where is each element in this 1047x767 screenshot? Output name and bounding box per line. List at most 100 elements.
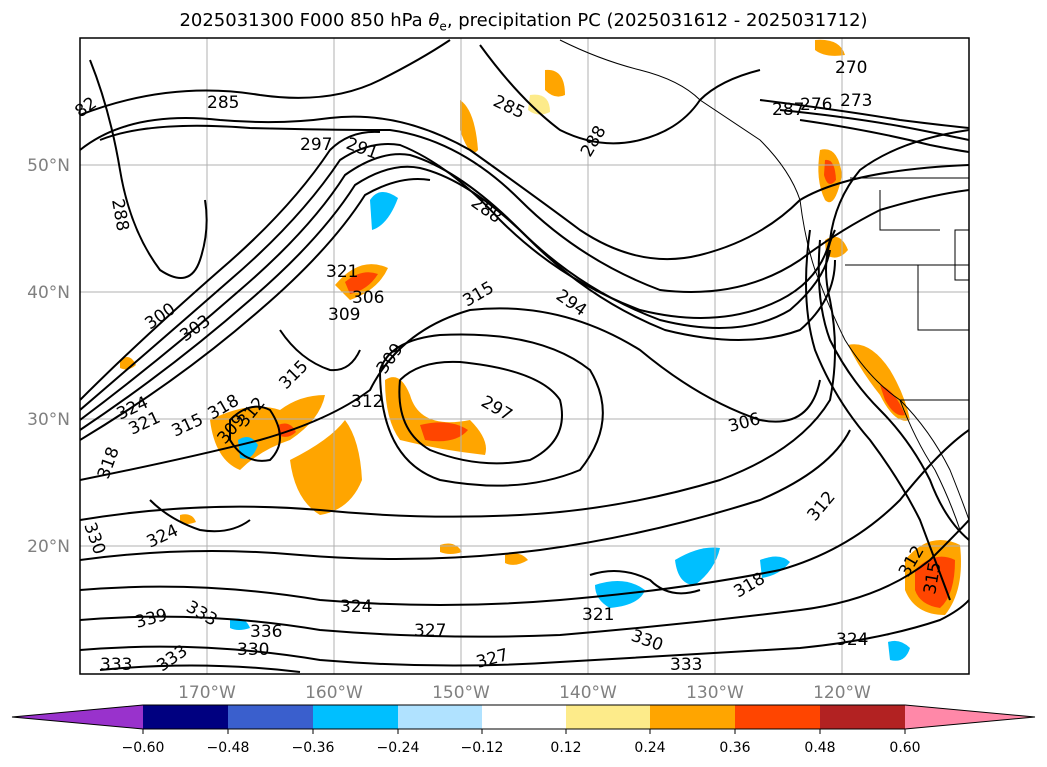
contour-line bbox=[279, 329, 361, 372]
precip-blob bbox=[290, 420, 362, 515]
colorbar-over-arrow bbox=[905, 705, 1035, 729]
colorbar-bin bbox=[566, 705, 650, 729]
contour-line bbox=[398, 360, 563, 465]
colorbar-bin bbox=[650, 705, 735, 729]
contour-line bbox=[759, 99, 969, 129]
lon-labels: 170°W 160°W 150°W 140°W 130°W 120°W bbox=[178, 683, 871, 703]
colorbar-tick-label: 0.36 bbox=[719, 740, 750, 756]
lat-label: 50°N bbox=[27, 156, 70, 176]
contour-line bbox=[80, 429, 851, 561]
contour-line bbox=[99, 124, 969, 293]
contour-label: 330 bbox=[237, 640, 269, 660]
precip-blob bbox=[505, 553, 528, 565]
precip-blob bbox=[230, 618, 250, 630]
colorbar-bin bbox=[313, 705, 398, 729]
colorbar-bin bbox=[482, 705, 566, 729]
lon-label: 170°W bbox=[178, 683, 236, 703]
precip-blob bbox=[824, 159, 836, 184]
contour-line bbox=[80, 130, 381, 401]
contour-label: 321 bbox=[582, 605, 614, 625]
contour-label: 270 bbox=[835, 58, 867, 78]
precip-blob bbox=[915, 556, 955, 608]
contour-line bbox=[80, 599, 969, 667]
colorbar-tick-label: −0.24 bbox=[377, 740, 420, 756]
precip-blob bbox=[420, 422, 468, 442]
lon-label: 160°W bbox=[305, 683, 363, 703]
precip-blob bbox=[180, 514, 196, 524]
contour-line bbox=[80, 178, 431, 441]
lat-label: 40°N bbox=[27, 283, 70, 303]
precip-blob bbox=[528, 94, 550, 115]
colorbar-bin bbox=[398, 705, 482, 729]
contour-line bbox=[229, 405, 281, 462]
map-frame bbox=[79, 37, 970, 675]
contour-label: 276 bbox=[800, 95, 832, 115]
contour-label: 327 bbox=[414, 621, 446, 641]
contour-line bbox=[479, 44, 761, 145]
colorbar-tick-label: 0.12 bbox=[550, 740, 581, 756]
contour-label: 324 bbox=[836, 630, 868, 650]
contour-line bbox=[80, 429, 969, 606]
contour-label: 287 bbox=[772, 100, 804, 120]
precip-blob bbox=[345, 272, 378, 294]
colorbar-bin bbox=[735, 705, 820, 729]
lat-label: 30°N bbox=[27, 410, 70, 430]
lon-label: 120°W bbox=[813, 683, 871, 703]
contour-line bbox=[80, 519, 969, 638]
contour-line bbox=[149, 499, 251, 533]
graticule bbox=[80, 38, 969, 674]
lon-label: 140°W bbox=[559, 683, 617, 703]
theta-e-contours bbox=[80, 39, 969, 673]
contour-line bbox=[80, 39, 451, 116]
colorbar-bin bbox=[228, 705, 313, 729]
contour-line bbox=[99, 664, 301, 673]
contour-line bbox=[779, 109, 969, 141]
colorbar-tick-label: −0.12 bbox=[461, 740, 504, 756]
colorbar-ticks bbox=[142, 729, 906, 734]
precip-blob bbox=[880, 385, 905, 416]
contour-line bbox=[80, 307, 821, 481]
title-suffix: , precipitation PC (2025031612 - 2025031… bbox=[446, 10, 868, 31]
contour-line bbox=[817, 239, 969, 541]
contour-label: 273 bbox=[840, 91, 872, 111]
contour-label: 336 bbox=[250, 622, 282, 642]
contour-line bbox=[80, 129, 969, 411]
colorbar: −0.60 −0.48 −0.36 −0.24 −0.12 0.12 0.24 … bbox=[11, 704, 1036, 756]
contour-label: 306 bbox=[352, 288, 384, 308]
colorbar-bin bbox=[143, 705, 228, 729]
contour-line bbox=[589, 570, 701, 595]
colorbar-tick-label: 0.24 bbox=[634, 740, 665, 756]
state-border bbox=[879, 190, 940, 231]
colorbar-tick-label: 0.48 bbox=[804, 740, 835, 756]
contour-label: 333 bbox=[670, 655, 702, 675]
lat-labels: 50°N 40°N 30°N 20°N bbox=[27, 156, 70, 557]
map-title: 2025031300 F000 850 hPa θe, precipitatio… bbox=[0, 10, 1047, 34]
contour-label: 321 bbox=[326, 262, 358, 282]
colorbar-tick-label: −0.60 bbox=[122, 740, 165, 756]
lat-label: 20°N bbox=[27, 537, 70, 557]
lon-label: 150°W bbox=[432, 683, 490, 703]
contour-line bbox=[89, 59, 208, 279]
state-border bbox=[954, 229, 969, 281]
contour-line bbox=[805, 229, 951, 601]
contour-label: 333 bbox=[100, 655, 132, 675]
colorbar-under-arrow bbox=[12, 705, 143, 729]
precip-shading bbox=[120, 39, 961, 661]
contour-line bbox=[799, 119, 969, 153]
lon-label: 130°W bbox=[686, 683, 744, 703]
contour-label: 324 bbox=[340, 597, 372, 617]
title-theta-sub: e bbox=[439, 19, 447, 34]
state-border bbox=[917, 265, 969, 331]
title-prefix: 2025031300 F000 850 hPa bbox=[179, 10, 429, 31]
contour-line bbox=[379, 333, 604, 487]
contour-line bbox=[80, 165, 836, 431]
precip-blob bbox=[545, 69, 565, 97]
contour-label: 312 bbox=[351, 392, 383, 412]
precip-blob bbox=[460, 100, 478, 153]
colorbar-tick-label: −0.48 bbox=[207, 740, 250, 756]
baja-coast bbox=[899, 399, 961, 531]
coastlines bbox=[559, 39, 969, 531]
contour-line bbox=[80, 153, 831, 421]
north-america-coast bbox=[559, 39, 969, 521]
